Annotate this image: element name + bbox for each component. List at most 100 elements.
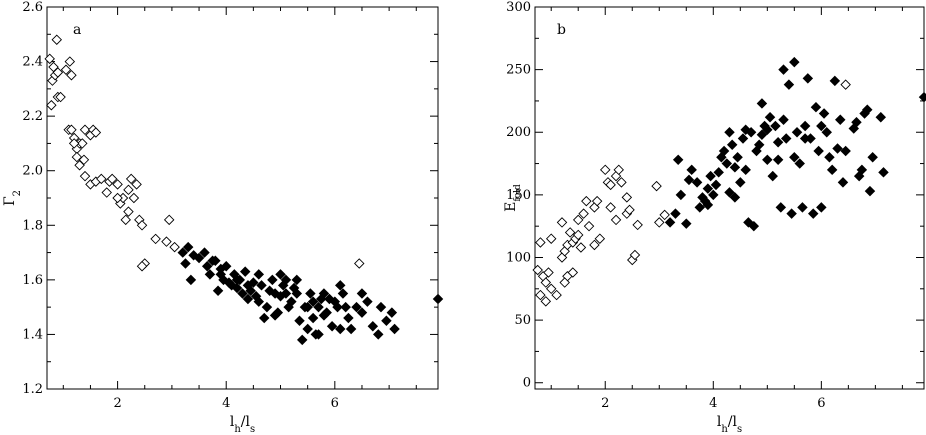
open-point-b-47 [581, 195, 592, 207]
open-point-b-34 [610, 214, 622, 226]
filled-point-a-40 [291, 288, 303, 299]
filled-point-b-75 [772, 137, 784, 148]
filled-point-a-55 [332, 301, 343, 313]
filled-point-b-31 [756, 98, 768, 109]
open-point-a-29 [101, 187, 112, 198]
filled-point-b-61 [837, 177, 849, 188]
open-point-b-40 [651, 180, 662, 192]
filled-point-b-62 [840, 145, 851, 157]
filled-point-b-54 [818, 108, 830, 119]
x-axis-label-h-a: h [234, 424, 241, 435]
open-point-b-23 [583, 220, 595, 232]
filled-point-b-0 [664, 217, 676, 228]
filled-point-b-5 [683, 174, 695, 186]
filled-point-a-59 [343, 312, 354, 324]
filled-point-b-2 [672, 154, 684, 166]
filled-point-a-83 [313, 329, 324, 340]
filled-point-b-43 [789, 56, 800, 68]
filled-point-b-36 [770, 120, 781, 132]
filled-point-a-84 [432, 293, 444, 305]
open-point-b-6 [545, 233, 557, 244]
filled-point-a-63 [362, 296, 373, 307]
points-a [44, 34, 444, 346]
filled-point-b-47 [799, 120, 811, 132]
x-axis-label-a: lh/ls [230, 414, 255, 435]
filled-point-b-18 [721, 158, 733, 169]
filled-point-a-5 [193, 252, 205, 264]
filled-point-a-46 [307, 296, 319, 307]
filled-point-a-67 [381, 315, 392, 327]
filled-point-b-53 [816, 202, 827, 213]
filled-point-b-37 [772, 154, 784, 166]
filled-point-b-1 [670, 208, 681, 219]
filled-point-a-8 [204, 269, 216, 280]
open-point-a-36 [125, 173, 137, 185]
open-point-b-7 [535, 237, 546, 248]
plot-frame-b [534, 6, 925, 390]
filled-point-b-84 [918, 91, 926, 103]
filled-point-b-58 [829, 75, 841, 87]
open-point-b-27 [599, 164, 611, 176]
filled-point-a-74 [253, 269, 265, 280]
open-point-b-45 [621, 192, 633, 203]
filled-point-b-60 [835, 114, 846, 125]
filled-point-a-0 [177, 247, 189, 258]
open-point-b-22 [578, 208, 589, 219]
filled-point-a-57 [337, 288, 349, 299]
filled-point-a-79 [242, 293, 254, 305]
filled-point-b-81 [702, 199, 714, 211]
filled-point-b-30 [753, 139, 765, 151]
open-point-a-37 [128, 192, 140, 204]
filled-point-a-34 [275, 269, 286, 280]
x-tick-label-a-1: 4 [222, 396, 230, 411]
filled-point-b-7 [691, 177, 703, 188]
y-tick-label-a-2: 1.6 [22, 273, 43, 288]
open-point-a-10 [64, 56, 76, 67]
filled-point-b-6 [686, 164, 697, 176]
filled-point-b-64 [851, 116, 862, 128]
filled-point-a-65 [373, 329, 384, 340]
filled-point-b-46 [797, 202, 808, 213]
y-tick-label-b-2: 100 [506, 250, 531, 265]
filled-point-b-11 [702, 183, 714, 194]
filled-point-b-24 [737, 133, 749, 144]
filled-point-a-38 [286, 296, 297, 307]
open-point-b-5 [545, 283, 557, 295]
open-point-a-51 [112, 192, 123, 204]
open-point-b-1 [535, 289, 546, 301]
filled-point-b-20 [726, 139, 738, 151]
filled-point-b-13 [708, 189, 719, 201]
filled-point-b-42 [786, 208, 797, 219]
filled-point-a-2 [182, 241, 194, 253]
filled-point-b-71 [875, 111, 887, 123]
filled-point-b-39 [778, 64, 789, 75]
open-point-b-8 [540, 277, 552, 288]
filled-point-b-83 [778, 114, 789, 125]
y-axis-label-main-b: E [503, 202, 519, 212]
open-point-a-48 [169, 241, 180, 253]
open-point-a-46 [161, 236, 172, 247]
y-tick-label-a-6: 2.4 [22, 55, 43, 70]
filled-point-a-11 [212, 285, 224, 297]
open-point-b-13 [564, 227, 576, 238]
y-tick-label-b-5: 250 [506, 63, 531, 78]
filled-point-b-66 [856, 164, 868, 176]
open-point-b-0 [532, 264, 543, 276]
filled-point-b-68 [862, 104, 873, 115]
filled-point-b-51 [810, 101, 822, 113]
x-axis-label-h-b: h [721, 424, 728, 435]
y-axis-label-b: Efold [503, 184, 523, 212]
filled-point-a-81 [215, 263, 227, 275]
open-point-b-17 [575, 242, 587, 253]
filled-point-a-60 [345, 323, 357, 335]
filled-point-b-40 [780, 133, 792, 144]
open-point-a-13 [66, 124, 77, 136]
filled-point-a-23 [245, 285, 256, 297]
filled-point-a-4 [188, 250, 199, 261]
open-point-a-24 [68, 138, 80, 149]
open-point-b-19 [559, 277, 570, 288]
open-point-a-25 [79, 170, 91, 182]
filled-point-a-76 [318, 310, 330, 321]
filled-point-b-38 [775, 202, 787, 213]
filled-point-a-44 [302, 323, 313, 335]
